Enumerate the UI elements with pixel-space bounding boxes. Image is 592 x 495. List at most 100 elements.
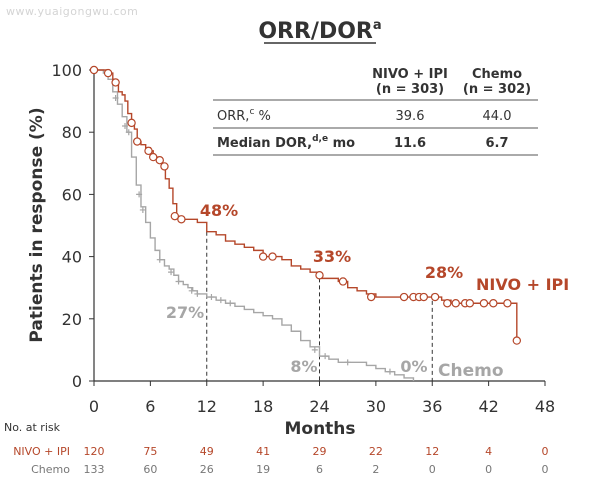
censor-mark-nivo-ipi — [103, 68, 113, 78]
at-risk-value: 4 — [485, 445, 492, 458]
annotation-label: 0% — [400, 357, 427, 376]
y-tick-label: 100 — [51, 61, 82, 80]
censor-mark-nivo-ipi — [315, 271, 324, 280]
chart-title: ORR/DORa — [258, 18, 381, 44]
x-tick-label: 36 — [422, 397, 442, 416]
censor-mark-chemo — [344, 359, 351, 366]
censor-mark-nivo-ipi — [338, 277, 348, 286]
censor-mark-nivo-ipi — [465, 299, 475, 308]
censor-mark-nivo-ipi — [177, 215, 186, 224]
x-tick-label: 48 — [535, 397, 555, 416]
x-tick-label: 42 — [478, 397, 498, 416]
table-cell: 11.6 — [394, 136, 426, 151]
censor-mark-chemo — [311, 346, 318, 353]
censor-mark-chemo — [168, 269, 175, 276]
annotation-label: 33% — [313, 247, 351, 266]
series-line-chemo — [94, 69, 415, 381]
annotation-label: 48% — [200, 201, 238, 220]
y-tick-label: 0 — [72, 372, 82, 391]
censor-mark-nivo-ipi — [512, 336, 522, 345]
censor-mark-nivo-ipi — [268, 252, 277, 261]
at-risk-value: 49 — [200, 445, 214, 458]
at-risk-value: 0 — [485, 463, 492, 476]
censor-mark-nivo-ipi — [89, 65, 99, 75]
censor-mark-nivo-ipi — [366, 292, 376, 302]
censor-mark-nivo-ipi — [133, 137, 142, 146]
at-risk-value: 26 — [200, 463, 214, 476]
at-risk-value: 22 — [369, 445, 383, 458]
censor-mark-chemo — [112, 94, 119, 101]
censor-mark-nivo-ipi — [503, 299, 512, 308]
table-col-header: Chemo — [472, 67, 522, 82]
censor-mark-nivo-ipi — [170, 211, 180, 221]
table-row-label: ORR,c % — [217, 107, 271, 124]
at-risk-value: 0 — [542, 445, 549, 458]
censor-mark-nivo-ipi — [430, 292, 440, 302]
x-tick-label: 12 — [197, 397, 217, 416]
at-risk-value: 41 — [256, 445, 270, 458]
table-row-label: Median DOR,d,e mo — [217, 134, 355, 151]
censor-mark-nivo-ipi — [144, 146, 153, 156]
annotation-label: 8% — [290, 357, 317, 376]
censor-mark-chemo — [156, 256, 163, 263]
table-col-header: NIVO + IPI — [372, 67, 448, 82]
at-risk-value: 6 — [316, 463, 323, 476]
y-axis-label: Patients in response (%) — [27, 107, 47, 342]
censor-mark-nivo-ipi — [451, 299, 460, 308]
censor-mark-nivo-ipi — [155, 155, 164, 165]
at-risk-value: 12 — [425, 445, 439, 458]
censor-mark-chemo — [188, 287, 195, 294]
x-tick-label: 6 — [145, 397, 155, 416]
at-risk-value: 75 — [143, 445, 157, 458]
censor-mark-chemo — [139, 206, 146, 213]
censor-mark-chemo — [227, 300, 234, 307]
at-risk-value: 120 — [84, 445, 105, 458]
series-end-label-nivo-ipi: NIVO + IPI — [476, 275, 569, 294]
x-tick-label: 24 — [309, 397, 329, 416]
series-end-label-chemo: Chemo — [438, 361, 504, 381]
table-cell: 6.7 — [485, 136, 508, 151]
censor-mark-nivo-ipi — [419, 292, 428, 302]
at-risk-row-label: NIVO + IPI — [13, 445, 70, 458]
at-risk-value: 19 — [256, 463, 270, 476]
y-tick-label: 80 — [62, 123, 82, 142]
at-risk-value: 0 — [429, 463, 436, 476]
censor-mark-nivo-ipi — [258, 252, 268, 261]
censor-mark-nivo-ipi — [160, 162, 169, 171]
annotation-label: 27% — [166, 303, 204, 322]
series-line-nivo-ipi — [94, 69, 518, 341]
censor-mark-chemo — [125, 129, 132, 136]
x-tick-label: 0 — [89, 397, 99, 416]
censor-mark-nivo-ipi — [399, 292, 409, 302]
censor-mark-chemo — [217, 297, 224, 304]
table-cell: 44.0 — [483, 109, 512, 124]
y-tick-label: 20 — [62, 310, 82, 329]
x-axis-label: Months — [284, 419, 355, 439]
censor-mark-nivo-ipi — [111, 78, 120, 87]
x-tick-label: 30 — [366, 397, 386, 416]
censor-mark-chemo — [194, 290, 201, 297]
at-risk-value: 60 — [143, 463, 157, 476]
x-tick-label: 18 — [253, 397, 273, 416]
censor-mark-chemo — [136, 191, 143, 198]
at-risk-value: 2 — [372, 463, 379, 476]
y-tick-label: 40 — [62, 248, 82, 267]
censor-mark-nivo-ipi — [148, 152, 158, 162]
table-cell: 39.6 — [396, 109, 425, 124]
censor-mark-chemo — [208, 294, 215, 301]
at-risk-row-label: Chemo — [31, 463, 70, 476]
annotation-label: 28% — [425, 263, 463, 282]
censor-mark-chemo — [175, 278, 182, 285]
at-risk-value: 133 — [84, 463, 105, 476]
table-col-subheader: (n = 303) — [376, 82, 444, 97]
table-col-subheader: (n = 302) — [463, 82, 531, 97]
y-tick-label: 60 — [62, 185, 82, 204]
at-risk-value: 0 — [542, 463, 549, 476]
censor-mark-nivo-ipi — [489, 299, 498, 308]
censor-mark-chemo — [322, 353, 329, 360]
censor-mark-nivo-ipi — [127, 118, 136, 128]
at-risk-header: No. at risk — [4, 421, 61, 434]
watermark: www.yuaigongwu.com — [6, 5, 139, 18]
censor-mark-nivo-ipi — [443, 299, 452, 308]
